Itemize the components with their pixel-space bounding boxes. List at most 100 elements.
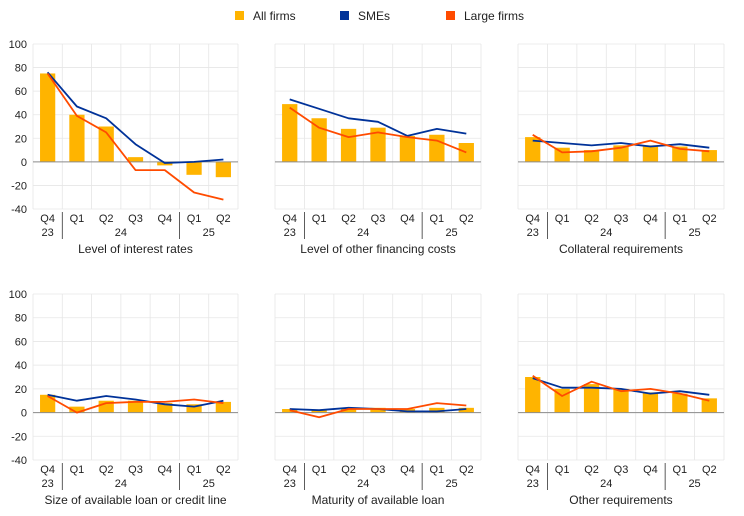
bar [672,146,688,162]
x-tick-label: Q3 [371,464,386,476]
year-label: 23 [42,227,54,239]
x-tick-label: Q4 [282,213,297,225]
y-tick-label: 100 [9,39,27,51]
y-tick-label: -40 [11,455,27,467]
x-tick-label: Q3 [614,213,629,225]
y-tick-label: 60 [15,336,27,348]
legend-item: Large firms [446,9,524,23]
bar [370,127,386,162]
legend: All firms SMEs Large firms [235,9,524,23]
y-tick-label: -20 [11,180,27,192]
bar [282,104,298,162]
year-label: 24 [357,478,369,490]
x-tick-label: Q2 [584,464,599,476]
bar [642,145,659,162]
x-tick-label: Q1 [312,213,327,225]
year-label: 24 [357,227,369,239]
y-tick-label: 20 [15,133,27,145]
bar [157,403,173,413]
x-tick-label: Q2 [584,213,599,225]
year-label: 25 [203,227,215,239]
y-tick-label: 80 [15,313,27,325]
y-tick-label: 0 [21,157,27,169]
x-tick-label: Q1 [673,464,688,476]
chart-panel: -40 -20 0 20 40 60 80 100 Q4 Q1 Q2 Q3 Q4 Q1 Q2 23 24 25 Le… [9,39,239,256]
y-axis-ticks: -40 -20 0 20 40 60 80 100 [9,289,27,467]
x-tick-label: Q4 [400,213,415,225]
series-line [46,72,224,201]
year-label: 25 [203,478,215,490]
legend-item: All firms [235,9,296,23]
bar [127,400,144,413]
bar [429,134,445,162]
series-line [289,106,467,154]
gridlines [274,293,482,461]
x-axis-ticks: Q4 Q1 Q2 Q3 Q4 Q1 Q2 [282,213,473,225]
bar [583,150,600,162]
x-tick-label: Q4 [643,213,658,225]
chart-panel: Q4 Q1 Q2 Q3 Q4 Q1 Q2 23 24 25 Other requirements [517,293,725,507]
bar [69,406,85,413]
y-tick-label: 40 [15,360,27,372]
year-label: 24 [600,478,612,490]
x-axis-years: 23 24 25 [284,212,458,239]
x-tick-label: Q1 [312,464,327,476]
x-tick-label: Q4 [157,213,172,225]
year-label: 25 [445,478,457,490]
bar [340,128,357,162]
bar [399,135,416,162]
legend-swatch [340,11,349,20]
bar [40,394,56,413]
bar [311,410,327,413]
bar [127,157,144,162]
chart-panel: -40 -20 0 20 40 60 80 100 Q4 Q1 Q2 Q3 Q4 Q1 Q2 23 24 25 Si… [9,289,239,507]
year-label: 23 [527,478,539,490]
bar [340,407,357,413]
bar [613,145,629,162]
legend-label: SMEs [358,9,390,23]
year-label: 24 [115,478,127,490]
y-tick-label: 20 [15,384,27,396]
x-tick-label: Q2 [459,464,474,476]
x-axis-ticks: Q4 Q1 Q2 Q3 Q4 Q1 Q2 [525,464,716,476]
y-tick-label: 80 [15,63,27,75]
bar-series [40,394,231,413]
panel-title: Maturity of available loan [312,493,445,507]
gridlines [274,43,482,210]
year-label: 25 [688,478,700,490]
x-axis-years: 23 24 25 [284,463,458,490]
year-label: 24 [600,227,612,239]
chart-panels: -40 -20 0 20 40 60 80 100 Q4 Q1 Q2 Q3 Q4 Q1 Q2 23 24 25 Le… [9,39,725,507]
year-label: 23 [527,227,539,239]
x-tick-label: Q1 [555,464,570,476]
x-tick-label: Q2 [459,213,474,225]
bar [98,400,114,413]
x-axis-ticks: Q4 Q1 Q2 Q3 Q4 Q1 Q2 [40,213,230,225]
x-axis-ticks: Q4 Q1 Q2 Q3 Q4 Q1 Q2 [525,213,716,225]
series-line [47,393,224,408]
legend-item: SMEs [340,9,390,23]
x-tick-label: Q4 [643,464,658,476]
bar [69,114,85,162]
y-tick-label: 0 [21,408,27,420]
chart-panel: Q4 Q1 Q2 Q3 Q4 Q1 Q2 23 24 25 Level of other finan… [274,43,482,256]
x-axis-years: 23 24 25 [42,212,215,239]
x-axis-years: 23 24 25 [42,463,215,490]
chart-panel: Q4 Q1 Q2 Q3 Q4 Q1 Q2 23 24 25 Collateral requireme… [517,43,725,256]
bar [186,404,202,413]
x-tick-label: Q2 [99,213,114,225]
bar-series [525,137,717,162]
x-axis-years: 23 24 25 [527,212,701,239]
series-line [47,395,224,414]
year-label: 23 [284,227,296,239]
legend-swatch [235,11,244,20]
year-label: 24 [115,227,127,239]
bar [40,73,56,162]
panel-title: Size of available loan or credit line [44,493,226,507]
series-line [289,98,467,137]
x-tick-label: Q3 [128,213,143,225]
x-tick-label: Q1 [70,213,85,225]
x-tick-label: Q4 [282,464,297,476]
bar [701,398,717,413]
